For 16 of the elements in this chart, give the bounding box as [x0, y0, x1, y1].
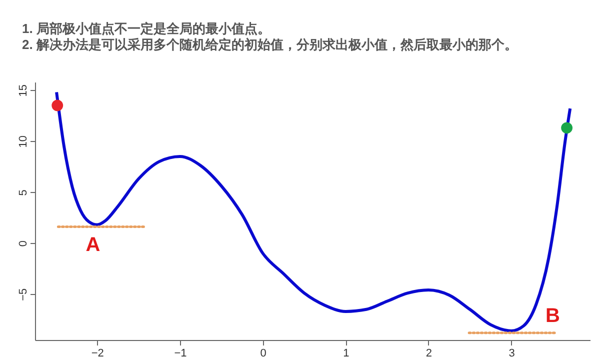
y-tick-label: 5 — [18, 190, 30, 196]
chart-title: 1. 局部极小值点不一定是全局的最小值点。 — [22, 21, 270, 36]
x-tick-label: 1 — [343, 348, 350, 360]
annotation: A — [86, 234, 100, 256]
x-tick-label: 2 — [426, 348, 432, 360]
x-tick-label: 0 — [260, 348, 266, 360]
x-tick-label: 3 — [508, 348, 515, 360]
line-series — [55, 90, 572, 332]
y-tick-label: −5 — [18, 288, 30, 301]
x-tick-label: −2 — [91, 348, 104, 360]
chart-subtitle: 2. 解决办法是可以采用多个随机给定的初始值，分别求出极小值，然后取最小的那个。 — [22, 37, 518, 52]
y-tick-label: 0 — [18, 240, 30, 247]
y-tick-label: 10 — [18, 136, 30, 148]
y-tick-label: 15 — [18, 84, 30, 97]
x-tick-label: −1 — [174, 348, 187, 360]
annotation: B — [545, 304, 560, 327]
